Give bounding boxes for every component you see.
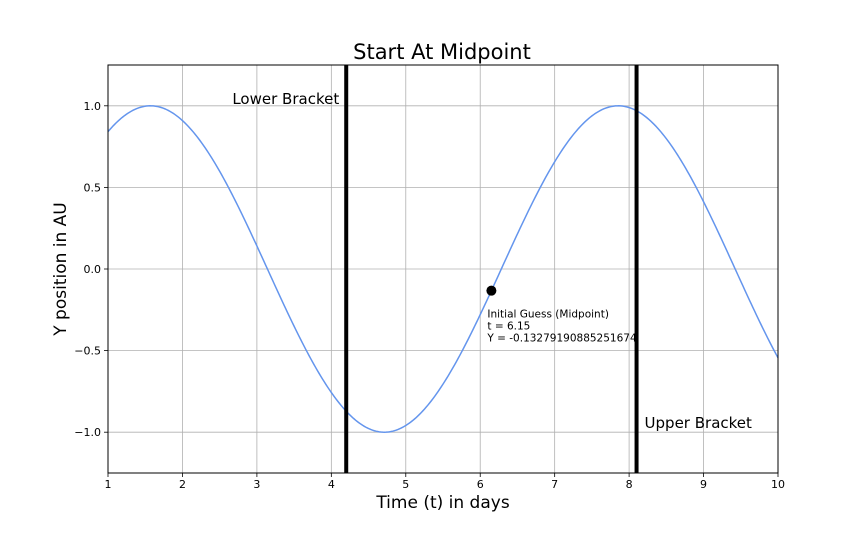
x-tick-label: 9	[700, 478, 707, 491]
x-axis: 1 2 3 4 5 6 7 8 9 10	[105, 473, 785, 491]
annotation-line-3: Y = -0.13279190885251674	[486, 333, 637, 345]
x-tick-label: 3	[253, 478, 260, 491]
x-tick-label: 8	[626, 478, 633, 491]
x-tick-label: 2	[179, 478, 186, 491]
chart-title: Start At Midpoint	[353, 40, 531, 64]
y-axis: 1.0 0.5 0.0 −0.5 −1.0	[74, 100, 108, 439]
y-tick-label: −1.0	[74, 426, 101, 439]
x-axis-label: Time (t) in days	[375, 493, 510, 513]
x-tick-label: 7	[551, 478, 558, 491]
x-tick-label: 5	[402, 478, 409, 491]
x-tick-label: 4	[328, 478, 335, 491]
y-tick-label: 1.0	[84, 100, 102, 113]
y-tick-label: 0.0	[84, 263, 102, 276]
y-axis-label: Y position in AU	[51, 202, 71, 337]
x-tick-label: 1	[105, 478, 112, 491]
grid	[107, 65, 779, 473]
annotation-line-1: Initial Guess (Midpoint)	[487, 309, 609, 321]
x-tick-label: 10	[771, 478, 785, 491]
annotation-line-2: t = 6.15	[487, 321, 530, 333]
upper-bracket-label: Upper Bracket	[645, 414, 752, 432]
series-line	[107, 105, 779, 433]
initial-guess-point	[486, 285, 497, 296]
lower-bracket-label: Lower Bracket	[232, 90, 339, 108]
y-tick-label: 0.5	[84, 181, 102, 194]
y-tick-label: −0.5	[74, 345, 101, 358]
x-tick-label: 6	[477, 478, 484, 491]
